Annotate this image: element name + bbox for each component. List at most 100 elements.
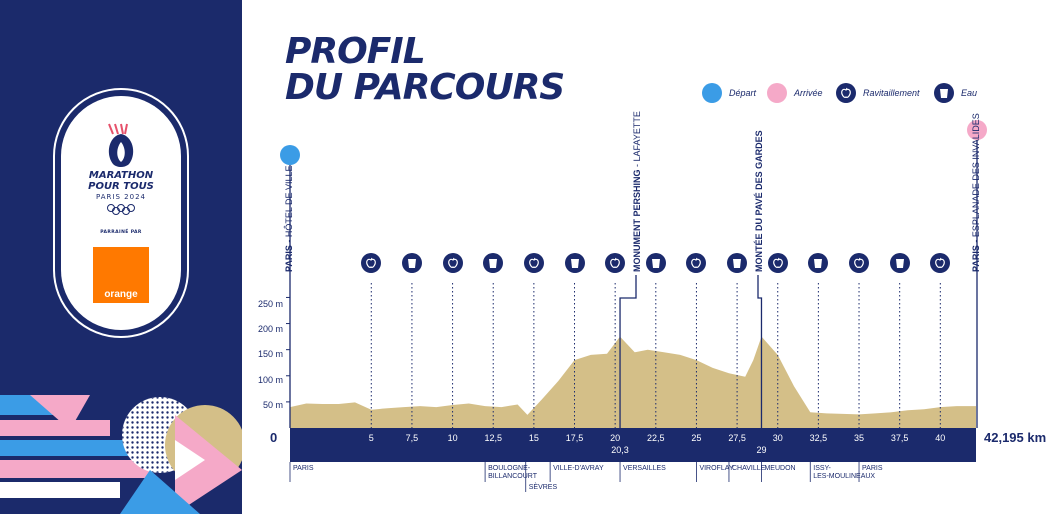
town-label: SÈVRES	[528, 484, 558, 491]
legend-arrivee: Arrivée	[767, 82, 823, 104]
cup-icon	[934, 83, 954, 103]
orange-logo-text: orange	[104, 289, 138, 300]
km-total-label: 42,195 km	[984, 430, 1047, 445]
landmark-line	[757, 275, 763, 428]
landmark-pave: MONTÉE DU PAVÉ DES GARDES	[754, 130, 764, 272]
cup-icon	[727, 253, 748, 273]
apple-icon	[767, 253, 788, 273]
x-tick-label: 27,5	[728, 433, 746, 443]
deco-shape	[0, 482, 120, 498]
legend-label: Ravitaillement	[863, 88, 920, 98]
badge-outline	[53, 88, 189, 338]
km-axis-bar	[290, 428, 976, 462]
x-tick-label: 5	[368, 433, 374, 443]
town-label: MEUDON	[764, 465, 796, 472]
y-tick-label: 250 m	[257, 299, 283, 309]
deco-shape	[175, 440, 205, 480]
deco-shape	[0, 420, 110, 436]
legend-eau: Eau	[934, 82, 977, 104]
x-tick-label: 25	[691, 433, 702, 443]
page-title-line-2: DU PARCOURS	[285, 67, 565, 108]
x-tick-label: 12,5	[484, 433, 502, 443]
town-label: VIROFLAY	[699, 465, 734, 472]
apple-icon	[361, 253, 382, 273]
town-label: VERSAILLES	[623, 465, 666, 472]
landmark-end-bold: PARIS	[971, 245, 981, 272]
cup-icon	[564, 253, 585, 273]
apple-icon	[605, 253, 626, 273]
landmark-pave-label: MONTÉE DU PAVÉ DES GARDES	[754, 130, 764, 272]
x-tick-label: 37,5	[890, 433, 909, 443]
orange-logo: orange	[93, 247, 149, 303]
brand-line-1: MARATHON	[88, 170, 154, 181]
cup-icon	[401, 253, 422, 273]
apple-icon	[442, 253, 463, 273]
landmark-start: PARIS - HÔTEL DE VILLE	[284, 165, 294, 272]
deco-shape	[30, 395, 90, 430]
cup-icon	[808, 253, 829, 273]
deco-shape	[0, 460, 150, 478]
x-tick-label: 7,5	[405, 433, 419, 443]
town-label: PARIS	[862, 465, 883, 472]
landmark-pershing-rest: - LAFAYETTE	[632, 111, 642, 170]
page-title-line-1: PROFIL	[285, 31, 426, 72]
landmark-start-rest: - HÔTEL DE VILLE	[284, 165, 294, 246]
brand-line-3: PARIS 2024	[96, 193, 146, 201]
x-extra-label: 20,3	[611, 445, 629, 455]
legend-label: Départ	[729, 88, 757, 98]
x-tick-label: 35	[854, 433, 865, 443]
km-start-label: 0	[270, 430, 278, 445]
legend-label: Eau	[961, 88, 978, 98]
town-label: VILLE-D'AVRAY	[553, 465, 604, 472]
x-extra-label: 29	[756, 445, 767, 455]
x-tick-label: 17,5	[565, 433, 584, 443]
x-tick-label: 30	[772, 433, 783, 443]
y-tick-label: 200 m	[257, 324, 283, 334]
landmark-pershing-bold: MONUMENT PERSHING	[632, 169, 642, 272]
apple-icon	[836, 83, 856, 103]
olympic-rings-icon	[107, 204, 135, 215]
torch-logo-icon	[108, 123, 134, 167]
legend-depart: Départ	[702, 82, 756, 104]
cup-icon	[889, 253, 910, 273]
start-marker	[280, 145, 300, 165]
landmark-pershing: MONUMENT PERSHING - LAFAYETTE	[632, 111, 642, 272]
elevation-area	[290, 336, 976, 428]
deco-shape	[120, 470, 200, 514]
y-tick-label: 150 m	[257, 349, 283, 359]
apple-icon	[523, 253, 544, 273]
deco-shape	[175, 415, 242, 514]
legend-label: Arrivée	[794, 88, 823, 98]
x-tick-label: 10	[447, 433, 458, 443]
sidebar-graphic	[0, 395, 242, 514]
sponsor-label: PARRAINÉ PAR	[100, 230, 142, 235]
x-tick-label: 20	[610, 433, 621, 443]
x-tick-label: 40	[935, 433, 946, 443]
cup-icon	[483, 253, 504, 273]
apple-icon	[686, 253, 707, 273]
finish-marker	[967, 120, 987, 140]
y-tick-label: 100 m	[257, 375, 283, 385]
landmark-line	[619, 275, 637, 428]
cup-icon	[645, 253, 666, 273]
x-tick-label: 32,5	[809, 433, 828, 443]
brand-line-2: POUR TOUS	[88, 181, 154, 192]
town-label: ISSY- LES-MOULINEAUX	[813, 465, 876, 480]
depart-dot-icon	[702, 83, 722, 103]
town-label: CHAVILLE	[731, 465, 766, 472]
legend-ravitaillement: Ravitaillement	[836, 82, 920, 104]
sidebar: MARATHON POUR TOUS PARIS 2024 PARRAINÉ P…	[0, 0, 242, 514]
x-tick-label: 22,5	[647, 433, 665, 443]
landmark-end: PARIS - ESPLANADE DES INVALIDES	[971, 113, 981, 272]
town-label: BOULOGNE- BILLANCOURT	[488, 465, 537, 480]
apple-icon	[849, 253, 870, 273]
arrivee-dot-icon	[767, 83, 787, 103]
y-tick-label: 50 m	[262, 400, 283, 410]
landmark-start-bold: PARIS	[284, 245, 294, 272]
town-label: PARIS	[293, 465, 314, 472]
landmark-end-rest: - ESPLANADE DES INVALIDES	[971, 113, 981, 246]
apple-icon	[930, 253, 951, 273]
x-tick-label: 15	[528, 433, 539, 443]
deco-shape	[0, 440, 130, 456]
